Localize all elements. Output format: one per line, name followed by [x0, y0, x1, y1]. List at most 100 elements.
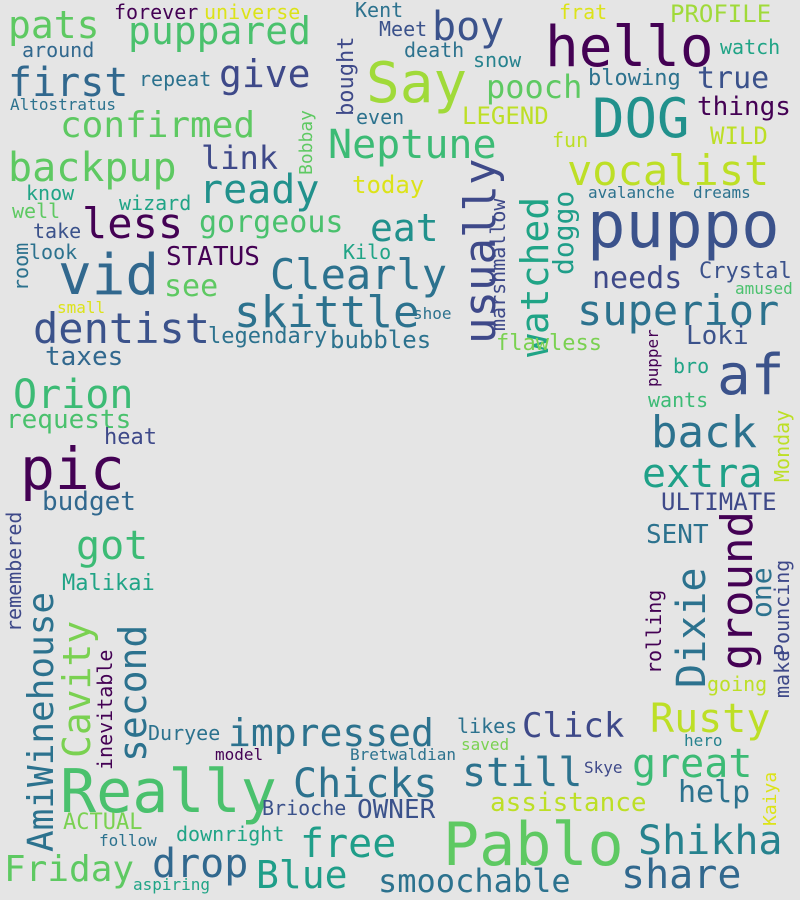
word: OWNER: [357, 795, 436, 825]
word: pooch: [486, 68, 583, 106]
word: link: [201, 139, 279, 177]
word: help: [678, 775, 751, 810]
word: got: [76, 523, 149, 569]
word: PROFILE: [670, 0, 772, 28]
word: Bretwaldian: [350, 745, 456, 764]
word: bro: [673, 354, 710, 378]
word: SENT: [646, 520, 709, 550]
word: share: [621, 852, 742, 898]
word: flawless: [496, 331, 602, 356]
word: around: [22, 38, 95, 62]
word: less: [82, 199, 184, 248]
word: snow: [473, 48, 522, 72]
word: pic: [20, 435, 125, 503]
word: vid: [58, 243, 160, 308]
word: blowing: [588, 66, 681, 91]
word: Really: [60, 757, 277, 827]
word: extra: [642, 451, 763, 497]
word: Orion: [13, 372, 134, 418]
word: give: [219, 52, 311, 96]
word: needs: [592, 261, 683, 296]
word: marshmallow: [486, 198, 510, 331]
word: Meet: [379, 17, 428, 41]
word: Cavity: [55, 620, 99, 758]
word: wants: [648, 388, 709, 412]
word: saved: [461, 735, 510, 754]
word: room: [9, 242, 33, 291]
word: Bobbay: [296, 109, 317, 175]
word: Chicks: [293, 761, 438, 807]
word: universe: [204, 0, 301, 24]
word: heat: [104, 425, 157, 450]
word: death: [404, 38, 465, 62]
word: Click: [522, 706, 625, 746]
word: Clearly: [270, 250, 448, 299]
word: Say: [366, 51, 468, 116]
word: true: [697, 61, 770, 96]
word: smoochable: [378, 862, 571, 900]
word: see: [164, 269, 219, 304]
word: today: [352, 171, 425, 199]
word: Loki: [686, 321, 749, 351]
word: first: [8, 60, 129, 106]
word: gorgeous: [199, 205, 344, 240]
word: shoe: [413, 304, 452, 323]
word: Brioche: [262, 796, 347, 820]
word: drop: [152, 841, 249, 887]
word: rolling: [642, 589, 666, 674]
word: doggo: [547, 190, 580, 275]
word: well: [12, 199, 61, 223]
word: things: [697, 92, 791, 122]
word: STATUS: [166, 242, 260, 272]
word: puppo: [587, 189, 780, 263]
word: legendary: [208, 324, 328, 349]
word: small: [57, 298, 106, 317]
word: Crystal: [699, 259, 792, 284]
word: aspiring: [133, 875, 211, 894]
word: even: [356, 105, 405, 129]
word: impressed: [228, 711, 434, 755]
word: skittle: [234, 287, 420, 338]
word: superior: [577, 286, 780, 335]
word: boy: [432, 4, 505, 50]
word: forever: [114, 0, 199, 24]
word: vocalist: [567, 146, 770, 195]
word: hello: [545, 15, 714, 80]
word: hero: [684, 731, 723, 750]
word: model: [215, 745, 264, 764]
word: second: [111, 624, 155, 762]
word: af: [717, 343, 785, 408]
word: backpup: [8, 145, 177, 191]
word: confirmed: [60, 105, 256, 146]
word: bubbles: [330, 326, 432, 354]
word: Duryee: [148, 721, 221, 745]
word: Kaiya: [760, 771, 781, 826]
word: take: [33, 219, 82, 243]
word: LEGEND: [462, 102, 549, 130]
word: DOG: [592, 87, 690, 150]
word: Monday: [770, 409, 794, 482]
word: free: [300, 821, 397, 867]
word: pats: [8, 3, 100, 47]
word: Pablo: [443, 810, 624, 880]
word: fun: [552, 128, 589, 152]
word: Skye: [584, 758, 623, 777]
word: taxes: [45, 342, 124, 372]
word: Dixie: [669, 567, 715, 688]
word: Shikha: [638, 818, 783, 864]
word: Kilo: [343, 240, 392, 264]
word: Rusty: [650, 696, 771, 742]
word: Neptune: [328, 122, 497, 168]
word: great: [632, 741, 753, 787]
word: back: [651, 407, 757, 458]
word: repeat: [139, 67, 212, 91]
word: watch: [720, 35, 781, 59]
word: still: [462, 750, 583, 796]
word: Altostratus: [10, 95, 116, 114]
word: Pouncing: [770, 559, 794, 656]
word: know: [26, 181, 75, 205]
word: requests: [6, 405, 132, 435]
word: follow: [99, 831, 157, 850]
word: downright: [176, 822, 285, 846]
